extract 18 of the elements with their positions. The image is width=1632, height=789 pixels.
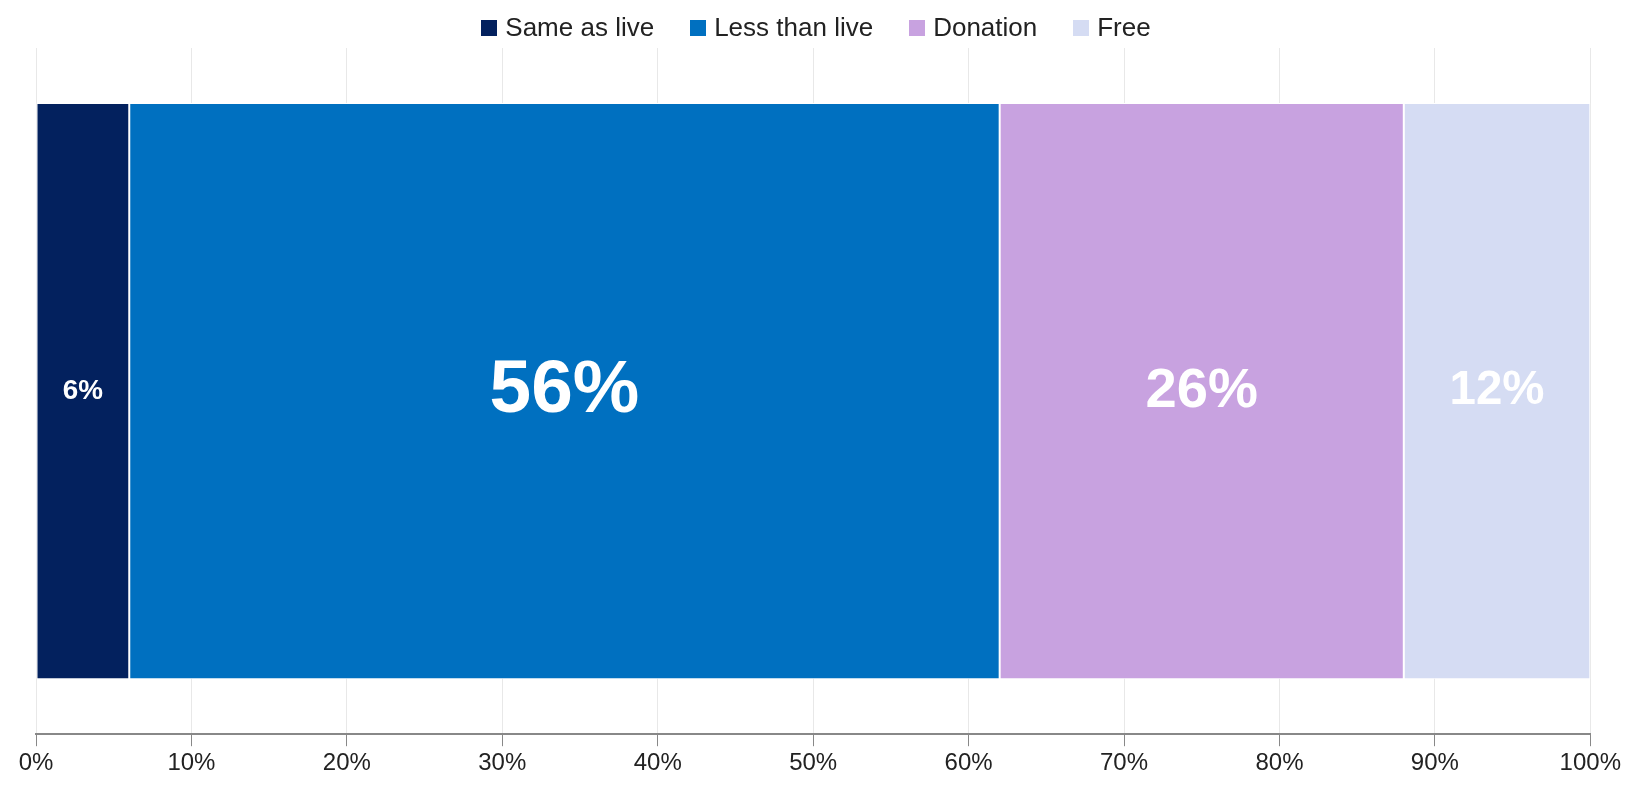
- x-tick-label: 50%: [789, 748, 838, 776]
- x-tick-label: 10%: [167, 748, 216, 776]
- x-tick-label: 90%: [1410, 748, 1459, 776]
- x-tick-label: 0%: [18, 748, 54, 776]
- data-label: 26%: [1145, 355, 1258, 419]
- x-tick-label: 30%: [478, 748, 527, 776]
- legend-label: Donation: [933, 12, 1038, 43]
- data-label: 56%: [489, 343, 640, 428]
- data-label: 6%: [62, 373, 103, 405]
- x-tick-label: 100%: [1559, 748, 1621, 776]
- x-tick-label: 40%: [633, 748, 682, 776]
- legend-label: Less than live: [714, 12, 874, 43]
- x-tick-label: 20%: [322, 748, 371, 776]
- legend-label: Free: [1097, 12, 1151, 43]
- x-tick-label: 60%: [944, 748, 993, 776]
- legend-label: Same as live: [505, 12, 655, 43]
- x-tick-label: 70%: [1099, 748, 1149, 776]
- x-tick-label: 80%: [1255, 748, 1304, 776]
